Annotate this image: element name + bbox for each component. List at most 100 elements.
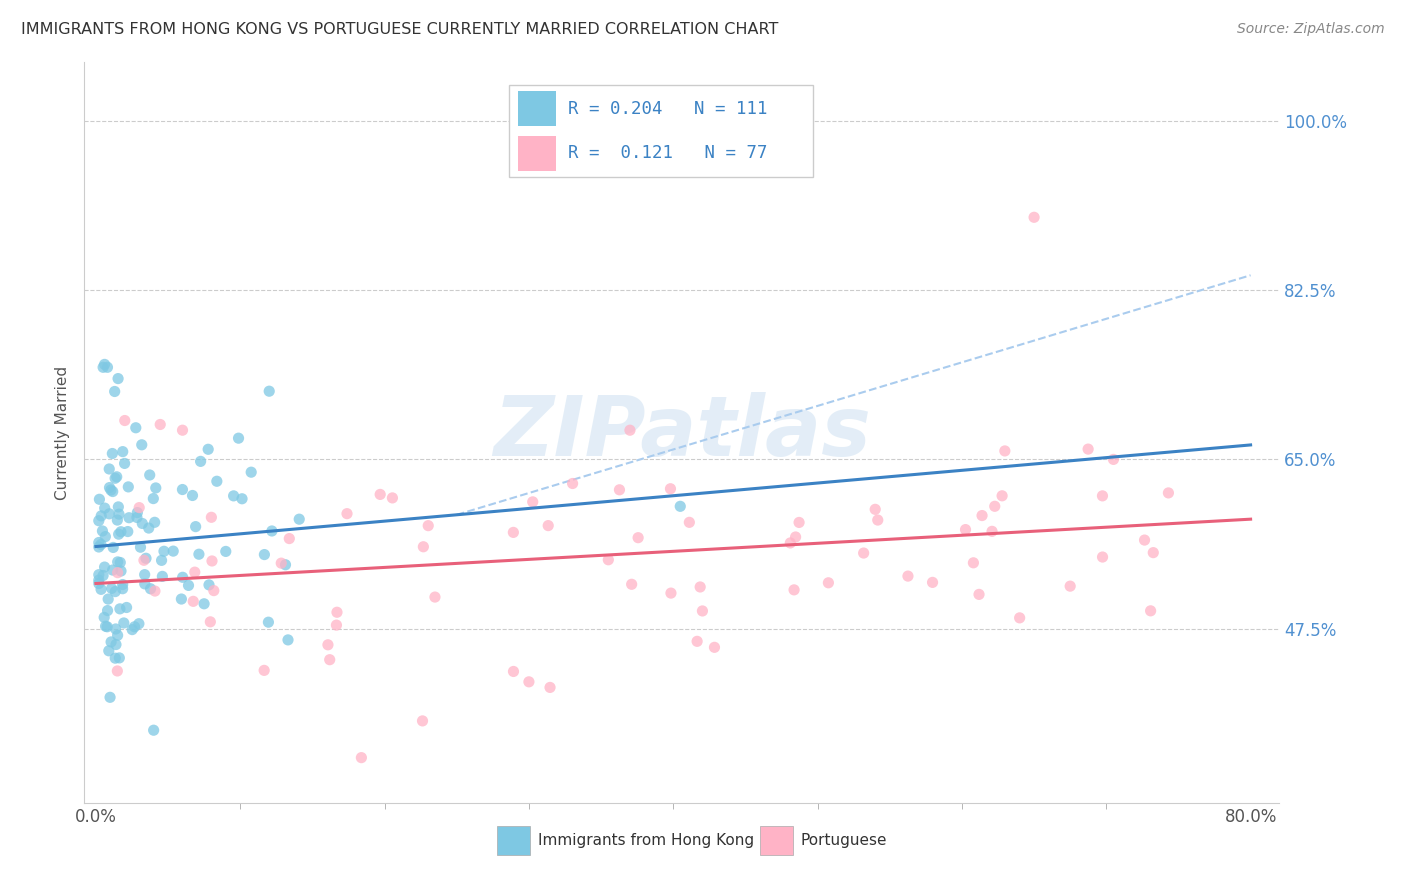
Point [107,628,129,642]
Point [270,556,292,570]
Point [274,558,297,572]
Point [787,516,810,530]
Point [201,554,224,568]
Point [336,507,359,521]
Point [967,587,990,601]
Point [105,513,128,527]
Point [162,544,184,558]
Point [100,635,122,649]
Point [172,570,194,584]
Point [97,592,120,607]
Point [852,546,875,560]
Point [502,525,524,540]
Point [193,597,215,611]
Point [90,582,112,597]
Text: R = 0.204   N = 111: R = 0.204 N = 111 [568,100,768,118]
Point [104,638,127,652]
Point [131,438,153,452]
Point [1091,489,1114,503]
Point [149,417,172,432]
Point [87,514,110,528]
Point [153,544,176,558]
Point [184,519,207,533]
Point [1139,604,1161,618]
Point [129,540,152,554]
FancyBboxPatch shape [496,827,530,855]
Point [991,489,1014,503]
Point [94,619,117,633]
Point [100,582,122,596]
Point [866,513,889,527]
Point [107,371,129,385]
Point [184,565,207,579]
Point [517,674,540,689]
Point [205,475,228,489]
Point [91,568,114,582]
Point [87,540,110,554]
Point [277,632,299,647]
Point [412,540,434,554]
Point [87,576,110,591]
Point [138,521,160,535]
Point [112,615,135,630]
Point [138,468,160,483]
Point [87,573,110,587]
Point [198,578,221,592]
Point [659,586,682,600]
Point [125,510,148,524]
Point [1142,546,1164,560]
Point [121,623,143,637]
Point [669,500,692,514]
Point [104,651,127,665]
Point [97,603,120,617]
Point [105,664,128,678]
Point [609,483,631,497]
Point [1059,579,1081,593]
Point [87,567,110,582]
Point [522,495,544,509]
Point [325,618,347,632]
Point [108,651,131,665]
Point [150,553,173,567]
Point [104,584,127,599]
Point [228,431,250,445]
Point [689,580,711,594]
Point [107,555,129,569]
Point [132,553,155,567]
Point [955,523,977,537]
Point [200,615,222,629]
Point [897,569,920,583]
Point [108,507,131,521]
Point [619,423,641,437]
Point [96,620,118,634]
Point [984,500,1007,514]
Point [598,553,620,567]
Point [98,462,121,476]
Point [253,664,276,678]
Point [145,481,167,495]
Point [817,575,839,590]
Point [89,492,111,507]
Point [93,501,115,516]
Text: IMMIGRANTS FROM HONG KONG VS PORTUGUESE CURRENTLY MARRIED CORRELATION CHART: IMMIGRANTS FROM HONG KONG VS PORTUGUESE … [21,22,779,37]
Text: ZIPatlas: ZIPatlas [494,392,870,473]
Point [994,444,1017,458]
Y-axis label: Currently Married: Currently Married [55,366,70,500]
Point [202,583,225,598]
Point [143,584,166,599]
Point [110,564,132,578]
Point [257,384,280,399]
Point [278,532,301,546]
Point [172,483,194,497]
Point [620,577,643,591]
Point [131,516,153,531]
Point [101,446,124,460]
Point [257,615,280,630]
Point [1133,533,1156,547]
Point [125,421,148,435]
Point [970,508,993,523]
Point [215,544,238,558]
Point [537,518,560,533]
Point [350,750,373,764]
Point [190,454,212,468]
